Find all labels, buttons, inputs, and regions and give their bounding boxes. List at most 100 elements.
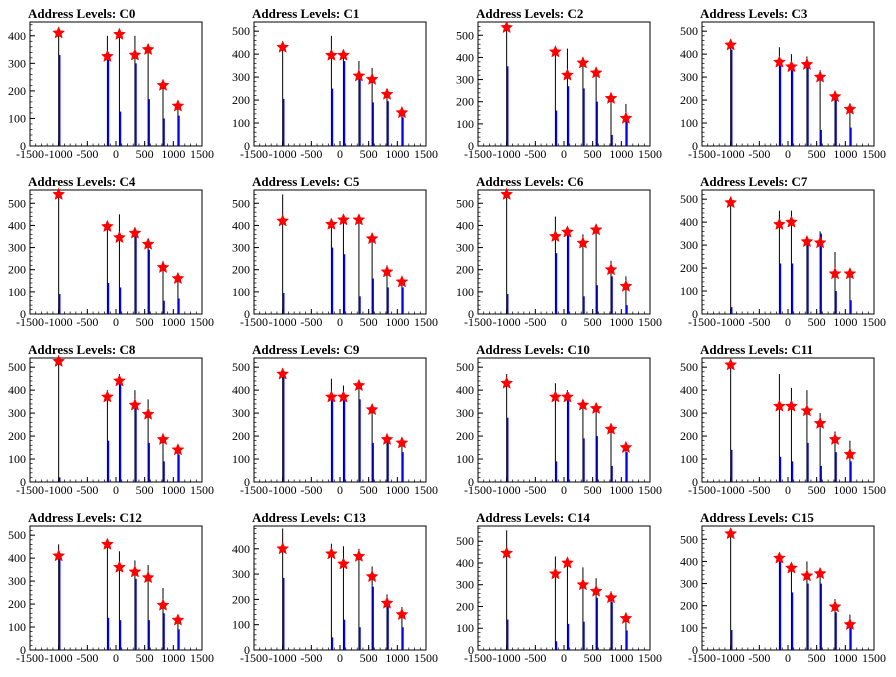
x-tick-label: -1500 [688,651,716,665]
data-point-star [128,565,142,578]
chart-panel: Address Levels: C90100200300400500-1500-… [232,342,438,497]
y-tick-label: 100 [456,621,474,635]
x-tick-label: 500 [584,651,602,665]
y-tick-label: 500 [456,196,474,210]
y-tick-label: 100 [232,285,250,299]
data-point-star [576,577,590,591]
data-point-star [800,568,814,582]
plot-frame [477,357,651,483]
data-point-star [619,440,633,454]
x-tick-label: -500 [524,483,546,497]
x-tick-label: 1000 [833,651,857,665]
data-point-star [843,102,857,115]
x-tick-label: 0 [113,315,119,329]
y-tick-label: 400 [456,218,474,232]
x-tick-label: 1000 [833,315,857,329]
x-tick-label: -1000 [269,147,297,161]
y-tick-label: 400 [680,47,698,61]
x-tick-label: -500 [300,483,322,497]
y-tick-label: 100 [680,621,698,635]
plot-frame [701,21,875,147]
x-tick-label: -500 [748,483,770,497]
chart-panel: Address Levels: C10 0 100 200 300 400 500 -1500… [456,342,662,497]
plot-frame [701,189,875,315]
x-tick-label: -500 [524,651,546,665]
x-tick-label: -1500 [16,651,44,665]
data-point-star [828,266,842,280]
data-point-star [352,69,366,82]
data-point-star [276,214,290,227]
data-point-star [800,234,814,248]
y-tick-label: 0 [244,475,250,489]
plot-frame [253,189,427,315]
data-point-star [784,561,798,574]
y-tick-label: 300 [456,578,474,592]
y-tick-label: 300 [680,238,698,252]
y-tick-label: 0 [468,643,474,657]
data-point-star [324,390,338,403]
chart-title: Address Levels: C6 [476,174,584,189]
x-tick-label: 1500 [638,315,662,329]
data-point-star [156,598,170,611]
y-tick-label: 0 [20,139,26,153]
data-point-star [324,217,338,230]
x-tick-label: -1000 [717,651,745,665]
y-tick-label: 500 [8,360,26,374]
y-tick-label: 300 [456,241,474,255]
y-tick-label: 200 [680,93,698,107]
data-point-star [52,549,66,562]
data-point-star [112,230,126,244]
data-point-star [604,590,618,604]
x-tick-label: 500 [584,147,602,161]
data-point-star [352,213,366,226]
y-tick-label: 100 [232,452,250,466]
plot-frame [29,21,203,147]
y-tick-label: 300 [680,70,698,84]
x-tick-label: 1500 [190,651,214,665]
x-tick-label: -1000 [269,315,297,329]
x-tick-label: -500 [76,651,98,665]
x-tick-label: 1500 [414,315,438,329]
data-point-star [128,398,142,411]
data-point-star [604,262,618,276]
x-tick-label: 1000 [385,315,409,329]
x-tick-label: -500 [76,483,98,497]
plot-frame [701,525,875,651]
x-tick-label: 1500 [638,651,662,665]
x-tick-label: -500 [748,315,770,329]
data-point-star [365,402,379,416]
x-tick-label: 500 [808,147,826,161]
y-tick-label: 400 [8,383,26,397]
y-tick-label: 100 [8,452,26,466]
y-tick-label: 200 [8,263,26,277]
y-tick-label: 100 [8,111,26,125]
y-tick-label: 500 [680,360,698,374]
data-point-star [813,70,827,83]
x-tick-label: -1500 [688,483,716,497]
y-tick-label: 200 [232,592,250,606]
data-point-star [548,390,562,403]
data-point-star [589,66,603,79]
chart-title: Address Levels: C14 [476,510,590,525]
x-tick-label: 1000 [161,315,185,329]
y-tick-label: 100 [232,116,250,130]
data-point-star [619,279,633,292]
data-point-star [141,407,155,420]
x-tick-label: -500 [524,147,546,161]
plot-frame [477,189,651,315]
data-point-star [365,569,379,583]
x-tick-label: 0 [337,651,343,665]
data-point-star [52,354,66,367]
x-tick-label: -1500 [464,147,492,161]
x-tick-label: 1000 [161,483,185,497]
x-tick-label: 1500 [862,315,886,329]
x-tick-label: -1000 [45,483,73,497]
data-point-star [784,399,798,412]
data-point-star [336,48,350,61]
y-tick-label: 100 [680,452,698,466]
y-tick-label: 200 [456,263,474,277]
x-tick-label: 0 [785,483,791,497]
y-tick-label: 400 [232,218,250,232]
x-tick-label: 0 [113,483,119,497]
